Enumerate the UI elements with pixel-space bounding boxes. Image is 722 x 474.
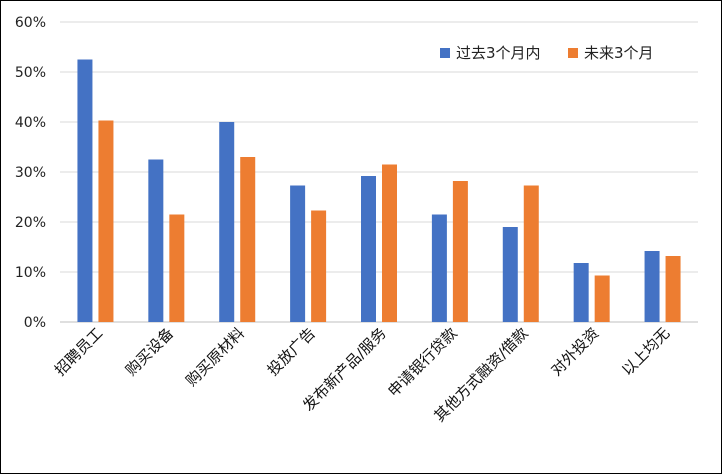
y-tick-label: 20% <box>15 215 46 231</box>
bar <box>169 214 185 322</box>
x-tick-label: 申请银行贷款 <box>384 324 460 400</box>
bar <box>361 176 376 322</box>
bar <box>98 120 114 322</box>
y-tick-label: 60% <box>15 15 46 31</box>
bar <box>431 214 447 322</box>
bar <box>452 181 468 322</box>
legend: 过去3个月内 未来3个月 <box>440 44 654 62</box>
x-tick-label: 购买设备 <box>122 324 177 379</box>
y-tick-label: 0% <box>24 315 46 331</box>
x-tick-label: 以上均无 <box>618 324 673 379</box>
y-tick-label: 40% <box>15 115 46 131</box>
x-tick-label: 招聘员工 <box>51 324 106 379</box>
bar <box>219 122 235 322</box>
x-axis-labels: 招聘员工 购买设备 购买原材料 投放广告发布新产品/服务申请银行贷款其他方式融资/借款… <box>51 324 673 425</box>
bar <box>148 159 164 322</box>
bar <box>502 227 518 322</box>
legend-swatch <box>568 48 578 58</box>
x-tick-label: 对外投资 <box>547 324 602 379</box>
legend-label: 未来3个月 <box>584 44 654 62</box>
y-tick-label: 50% <box>15 65 46 81</box>
bar <box>290 185 306 322</box>
x-tick-label: 投放广告 <box>264 324 319 379</box>
bars <box>77 59 681 322</box>
legend-label: 过去3个月内 <box>456 44 541 62</box>
bar <box>523 185 539 322</box>
y-tick-label: 30% <box>15 165 46 181</box>
bar <box>594 275 610 322</box>
y-tick-label: 10% <box>15 265 46 281</box>
gridlines <box>60 21 698 323</box>
bar <box>382 164 397 322</box>
bar <box>573 263 589 322</box>
bar <box>665 256 681 322</box>
bar <box>644 251 660 322</box>
legend-swatch <box>440 48 450 58</box>
bar <box>311 210 327 322</box>
bar <box>77 59 93 322</box>
y-axis-ticks: 0% 10% 20% 30% 40% 50% 60% <box>15 15 46 331</box>
x-tick-label: 购买原材料 <box>182 324 248 390</box>
bar <box>240 157 256 322</box>
